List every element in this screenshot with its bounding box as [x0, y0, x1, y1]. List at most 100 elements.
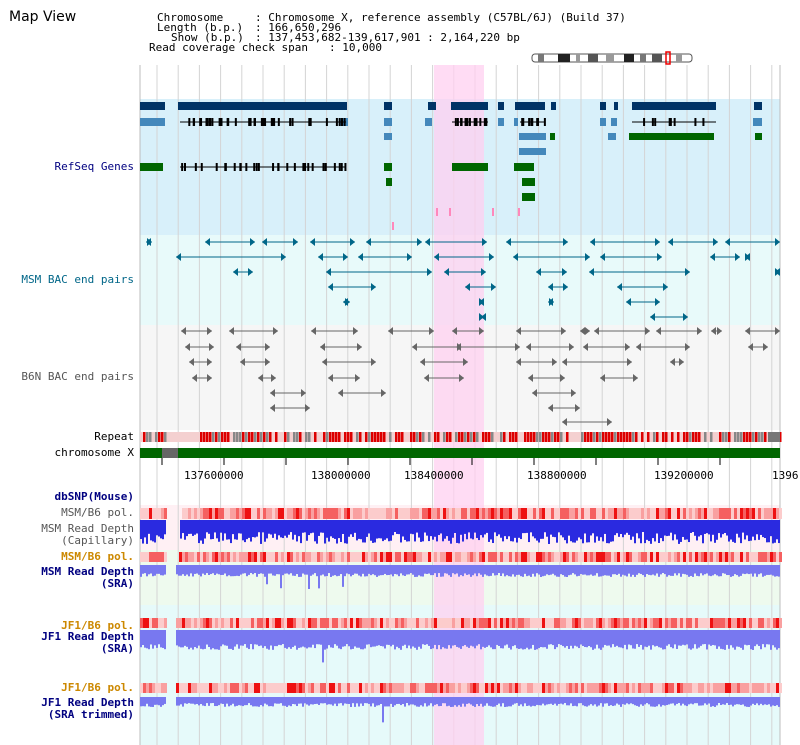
depth-bar [590, 520, 592, 536]
refseq-genes[interactable] [140, 102, 762, 230]
depth-bar [362, 630, 364, 650]
pol-cell [587, 508, 590, 519]
depth-bar [712, 520, 714, 535]
b6n-bac-pairs[interactable] [181, 327, 780, 426]
depth-bar [396, 697, 398, 704]
coverage-key: Read coverage check span [149, 41, 308, 54]
msm-depth-capillary-track[interactable] [140, 520, 780, 544]
depth-bar [466, 520, 468, 540]
depth-bar [658, 630, 660, 648]
pol-cell [704, 508, 707, 519]
pol-cell [563, 508, 566, 519]
pol-cell [761, 508, 764, 519]
bac-end [627, 358, 632, 366]
depth-bar [424, 565, 426, 574]
depth-bar [328, 630, 330, 646]
pol-cell [686, 683, 689, 693]
depth-bar [484, 630, 486, 648]
depth-bar [570, 630, 572, 646]
pol-cell [692, 508, 695, 519]
pol-cell [161, 508, 164, 519]
repeat-element [227, 432, 230, 442]
jf1-depth-trimmed-track[interactable] [140, 697, 780, 723]
bac-end [710, 253, 715, 261]
depth-bar [632, 565, 634, 575]
depth-bar [398, 520, 400, 535]
depth-bar [244, 630, 246, 645]
chromosome-ideogram[interactable] [528, 51, 698, 65]
repeat-element [728, 432, 731, 442]
bac-end [763, 343, 768, 351]
pol-cell [263, 552, 266, 562]
depth-bar [390, 630, 392, 647]
depth-bar [202, 630, 204, 650]
depth-bar [218, 630, 220, 650]
pol-cell [338, 508, 341, 519]
pol-cell [149, 508, 152, 519]
depth-bar [322, 630, 324, 663]
pol-cell [512, 618, 515, 628]
track-label-refseq[interactable]: RefSeq Genes [54, 160, 134, 173]
pol-cell [479, 618, 482, 628]
track-label-msm-bac[interactable]: MSM BAC end pairs [21, 273, 134, 286]
depth-bar [690, 630, 692, 650]
depth-bar [768, 520, 770, 543]
depth-bar [208, 520, 210, 534]
pol-cell [302, 508, 305, 519]
depth-bar [720, 520, 722, 538]
depth-bar [630, 565, 632, 577]
depth-bar [700, 520, 702, 536]
jf1-b6-pol-track-2[interactable] [140, 683, 782, 693]
depth-bar [566, 630, 568, 647]
bac-end [425, 238, 430, 246]
bac-end [655, 298, 660, 306]
depth-bar [294, 630, 296, 646]
pol-cell [752, 552, 755, 562]
pol-cell [620, 683, 623, 693]
repeat-element [428, 432, 431, 442]
pol-cell [350, 552, 353, 562]
depth-bar [656, 520, 658, 534]
bac-end [353, 327, 358, 335]
depth-bar [678, 697, 680, 704]
gene-exon [224, 163, 227, 171]
pol-cell [290, 508, 293, 519]
repeat-track[interactable] [140, 432, 782, 442]
jf1-depth-sra-track[interactable] [140, 630, 780, 663]
depth-bar [500, 630, 502, 649]
msm-b6-pol-track-2[interactable] [140, 552, 782, 562]
track-label-dbsnp[interactable]: dbSNP(Mouse) [54, 490, 134, 503]
depth-bar [688, 697, 690, 705]
pol-cell [611, 508, 614, 519]
pol-cell [764, 683, 767, 693]
repeat-element [515, 432, 518, 442]
msm-b6-pol-track-1[interactable] [140, 508, 782, 519]
chromosome-bar[interactable] [140, 448, 780, 458]
pol-cell [269, 508, 272, 519]
depth-bar [510, 565, 512, 577]
depth-bar [416, 697, 418, 707]
depth-bar [684, 565, 686, 575]
depth-bar [234, 630, 236, 647]
depth-bar [662, 520, 664, 542]
depth-bar [496, 697, 498, 705]
depth-bar [242, 697, 244, 707]
depth-bar [322, 697, 324, 704]
track-label-b6n-bac[interactable]: B6N BAC end pairs [21, 370, 134, 383]
depth-bar [314, 630, 316, 649]
depth-bar [214, 630, 216, 650]
depth-bar [774, 520, 776, 543]
msm-bac-pairs[interactable] [146, 238, 780, 321]
jf1-b6-pol-track-1[interactable] [140, 618, 782, 628]
depth-bar [638, 565, 640, 574]
depth-bar [252, 565, 254, 575]
msm-depth-sra-track[interactable] [140, 565, 780, 589]
depth-bar [668, 697, 670, 705]
depth-bar [240, 630, 242, 646]
pol-cell [344, 508, 347, 519]
pol-cell [698, 683, 701, 693]
depth-bar [710, 630, 712, 646]
depth-bar [144, 697, 146, 707]
pol-cell [245, 552, 248, 562]
